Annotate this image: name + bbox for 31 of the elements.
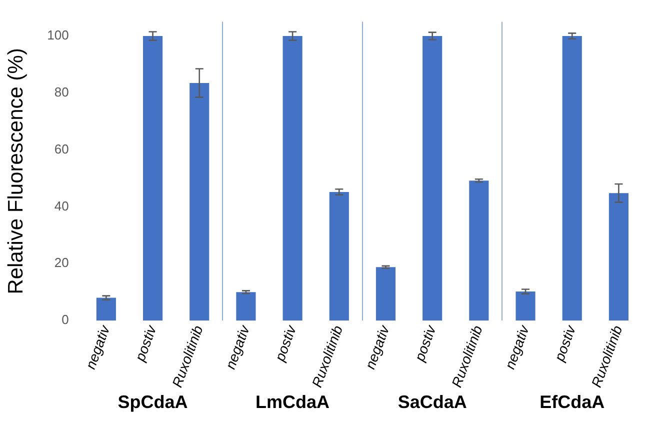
y-tick-label: 100	[47, 28, 69, 43]
bar	[236, 292, 256, 321]
bar	[282, 36, 302, 321]
y-tick-label: 80	[54, 84, 69, 100]
bar	[142, 36, 163, 321]
bar	[329, 192, 349, 321]
x-tick-label: postiv	[131, 322, 160, 364]
bar	[96, 298, 116, 321]
bar	[516, 292, 536, 321]
x-tick-label: negativ	[502, 322, 532, 372]
y-tick-label: 20	[54, 255, 69, 270]
x-tick-label: negativ	[362, 322, 393, 372]
x-tick-label: negativ	[82, 322, 113, 372]
text: LmCdaA	[256, 392, 330, 412]
bar	[190, 82, 210, 321]
text: EfCdaA	[540, 392, 605, 412]
bar	[469, 180, 489, 321]
bar	[422, 36, 442, 321]
y-tick-label: 60	[54, 141, 69, 156]
bar	[376, 267, 396, 321]
y-tick-label: 40	[54, 198, 69, 214]
x-tick-label: postiv	[271, 322, 300, 364]
y-tick-label: 0	[62, 312, 69, 328]
y-axis-title: Relative Fluorescence (%)	[4, 48, 28, 294]
x-tick-label: negativ	[222, 322, 253, 372]
x-tick-label: postiv	[410, 322, 440, 364]
bar	[608, 193, 628, 321]
x-tick-label: postiv	[550, 322, 579, 364]
bar	[562, 36, 582, 321]
text: SaCdaA	[398, 392, 467, 412]
text: SpCdaA	[118, 392, 188, 412]
